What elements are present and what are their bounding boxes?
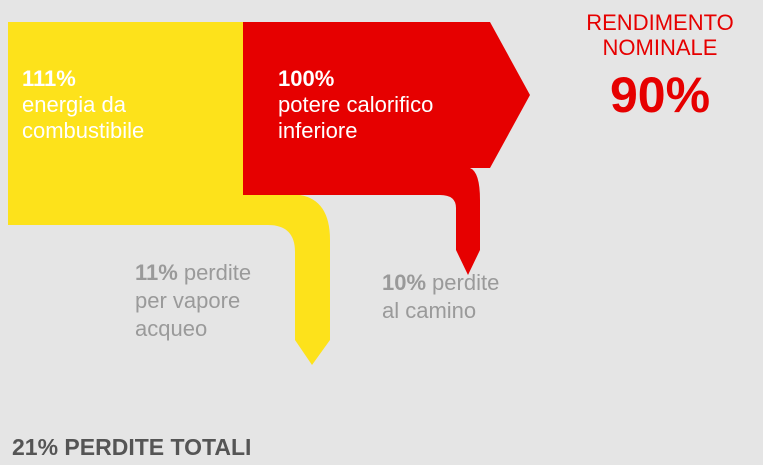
useful-flow (243, 22, 530, 275)
input-flow (8, 22, 330, 365)
input-line: energia da (22, 92, 127, 117)
efficiency-value: 90% (610, 67, 710, 123)
useful-line: potere calorifico (278, 92, 433, 117)
flue-loss-line: al camino (382, 298, 476, 323)
flue-loss-first-line: 10% perdite (382, 270, 499, 295)
useful-line: inferiore (278, 118, 357, 143)
efficiency-line: NOMINALE (603, 35, 718, 60)
vapor-loss-value: 11% (135, 260, 178, 285)
total-losses: 21% PERDITE TOTALI (12, 434, 251, 460)
efficiency-line: RENDIMENTO (586, 10, 734, 35)
flue-loss-line: perdite (432, 270, 499, 295)
vapor-loss-line: perdite (184, 260, 251, 285)
vapor-loss-line: per vapore (135, 288, 240, 313)
input-line: combustibile (22, 118, 144, 143)
input-value: 111% (22, 66, 76, 91)
useful-value: 100% (278, 66, 334, 91)
vapor-loss-line: acqueo (135, 316, 207, 341)
vapor-loss-first-line: 11% perdite (135, 260, 251, 285)
flue-loss-value: 10% (382, 270, 426, 295)
